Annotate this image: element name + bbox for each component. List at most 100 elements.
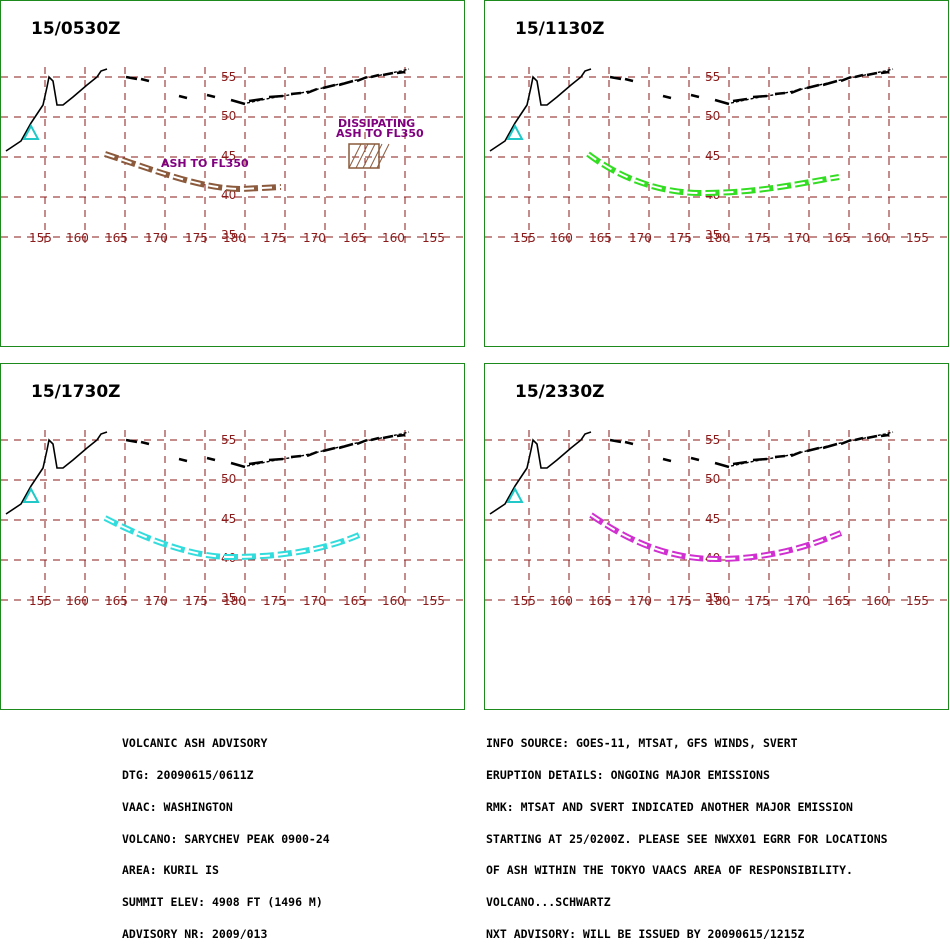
longitude-label: 175: [747, 594, 770, 608]
advisory-line: STARTING AT 25/0200Z. PLEASE SEE NWXX01 …: [486, 831, 888, 846]
aleutian-island: [662, 457, 672, 463]
aleutian-island: [396, 433, 406, 438]
advisory-line: INFO SOURCE: GOES-11, MTSAT, GFS WINDS, …: [486, 736, 798, 751]
latitude-label: 45: [705, 149, 720, 163]
map-panel-1: 55 50 45 40 35 155 160 165 170 175 180 175 170 165 160…: [0, 0, 466, 347]
aleutian-coastline: [730, 431, 894, 467]
volcano-triangle-icon: [506, 486, 524, 503]
ash-plume: [586, 151, 840, 197]
advisory-line: RMK: MTSAT AND SVERT INDICATED ANOTHER M…: [486, 799, 853, 814]
dissipating-hatch: [376, 143, 390, 169]
longitude-label: 165: [589, 231, 612, 245]
ash-plume-hatch: [590, 514, 842, 561]
aleutian-island: [396, 70, 406, 75]
longitude-label: 175: [185, 231, 208, 245]
longitude-label: 155: [29, 231, 52, 245]
longitude-label: 155: [422, 594, 445, 608]
longitude-label: 165: [105, 594, 128, 608]
longitude-label: 180: [707, 594, 730, 608]
longitude-label: 170: [629, 231, 652, 245]
longitude-label: 155: [29, 594, 52, 608]
aleutian-island: [268, 457, 284, 462]
aleutian-island: [230, 98, 246, 106]
aleutian-island: [230, 461, 246, 469]
longitude-label: 165: [827, 594, 850, 608]
advisory-line: VOLCANIC ASH ADVISORY: [122, 736, 268, 751]
latitude-label: 35: [221, 228, 236, 242]
latitude-label: 55: [705, 433, 720, 447]
latitude-label: 50: [705, 472, 720, 486]
advisory-right: INFO SOURCE: GOES-11, MTSAT, GFS WINDS, …: [486, 717, 888, 950]
longitude-label: 170: [629, 594, 652, 608]
latitude-label: 45: [221, 512, 236, 526]
aleutian-coastline: [246, 68, 410, 104]
ash-annotation: ASH TO FL350: [161, 157, 249, 170]
aleutian-island: [609, 438, 622, 444]
dissipating-hatch: [362, 143, 376, 169]
latitude-label: 50: [221, 472, 236, 486]
dissipating-area-box: [348, 143, 380, 169]
dissipating-hatch: [348, 143, 362, 169]
longitude-label: 175: [263, 231, 286, 245]
aleutian-island: [268, 94, 284, 99]
longitude-label: 170: [145, 231, 168, 245]
aleutian-island: [140, 440, 150, 446]
longitude-label: 165: [343, 594, 366, 608]
longitude-label: 175: [669, 594, 692, 608]
longitude-label: 175: [747, 231, 770, 245]
aleutian-island: [125, 438, 138, 444]
longitude-label: 155: [906, 594, 929, 608]
longitude-label: 165: [827, 231, 850, 245]
dissipating-hatch: [355, 143, 369, 169]
advisory-line: OF ASH WITHIN THE TOKYO VAACS AREA OF RE…: [486, 863, 853, 878]
dissipating-annotation: DISSIPATING: [338, 117, 415, 130]
latitude-label: 55: [221, 433, 236, 447]
longitude-label: 165: [105, 231, 128, 245]
advisory-line: VAAC: WASHINGTON: [122, 799, 233, 814]
latitude-label: 35: [705, 591, 720, 605]
latitude-label: 55: [705, 70, 720, 84]
aleutian-island: [714, 98, 730, 106]
longitude-label: 155: [513, 594, 536, 608]
aleutian-coastline: [246, 431, 410, 467]
aleutian-island: [248, 460, 264, 466]
panel-time-1: 15/0530Z: [31, 19, 121, 39]
longitude-label: 160: [382, 594, 405, 608]
advisory-line: DTG: 20090615/0611Z: [122, 767, 254, 782]
aleutian-island: [752, 94, 768, 99]
aleutian-island: [609, 75, 622, 81]
longitude-label: 170: [303, 231, 326, 245]
aleutian-island: [178, 457, 188, 463]
longitude-label: 170: [787, 594, 810, 608]
latitude-label: 45: [221, 149, 236, 163]
ash-plume-hatch: [587, 153, 840, 195]
aleutian-island: [690, 456, 700, 462]
longitude-label: 160: [66, 594, 89, 608]
latitude-label: 35: [705, 228, 720, 242]
longitude-label: 160: [866, 594, 889, 608]
coastline-kamchatka: [489, 68, 592, 152]
longitude-label: 180: [707, 231, 730, 245]
volcano-triangle-icon: [506, 123, 524, 140]
ash-plume: [103, 515, 361, 561]
advisory-line: VOLCANO...SCHWARTZ: [486, 895, 611, 910]
aleutian-coastline: [730, 68, 894, 104]
aleutian-island: [714, 461, 730, 469]
longitude-label: 155: [906, 231, 929, 245]
coastline-kamchatka: [5, 68, 108, 152]
ash-plume-hatch: [104, 517, 360, 559]
advisory-line: AREA: KURIL IS: [122, 863, 219, 878]
longitude-label: 175: [669, 231, 692, 245]
advisory-line: ADVISORY NR: 2009/013: [122, 926, 268, 941]
ash-plume-hatch: [104, 153, 282, 191]
panel-time-4: 15/2330Z: [515, 382, 605, 402]
panel-time-3: 15/1730Z: [31, 382, 121, 402]
longitude-label: 160: [550, 231, 573, 245]
advisory-line: SUMMIT ELEV: 4908 FT (1496 M): [122, 895, 323, 910]
ash-plume: [104, 151, 282, 193]
longitude-label: 155: [422, 231, 445, 245]
